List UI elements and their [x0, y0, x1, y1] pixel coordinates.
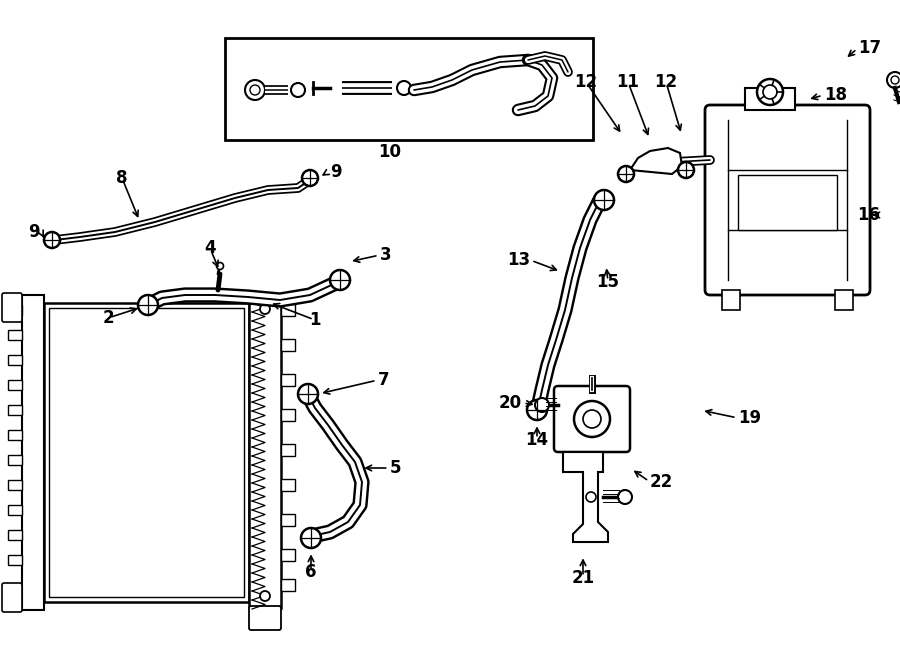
Text: 6: 6 — [305, 563, 317, 581]
Circle shape — [586, 492, 596, 502]
Circle shape — [535, 398, 549, 412]
Circle shape — [891, 76, 899, 84]
Circle shape — [594, 190, 614, 210]
Bar — [8, 480, 22, 490]
Text: 12: 12 — [654, 73, 678, 91]
Circle shape — [260, 304, 270, 314]
Text: 16: 16 — [857, 206, 880, 224]
Bar — [738, 175, 837, 230]
Text: 21: 21 — [572, 569, 595, 587]
Circle shape — [250, 85, 260, 95]
FancyBboxPatch shape — [554, 386, 630, 452]
Circle shape — [260, 591, 270, 601]
Bar — [281, 579, 295, 591]
Polygon shape — [630, 148, 682, 174]
Circle shape — [618, 166, 634, 182]
Bar — [281, 549, 295, 561]
Text: 2: 2 — [103, 309, 113, 327]
Text: 20: 20 — [499, 394, 522, 412]
Circle shape — [527, 400, 547, 420]
Text: 10: 10 — [379, 143, 401, 161]
FancyBboxPatch shape — [249, 606, 281, 630]
Bar — [8, 305, 22, 315]
Bar — [281, 444, 295, 456]
Bar — [281, 304, 295, 316]
Text: 5: 5 — [390, 459, 401, 477]
Bar — [249, 297, 281, 608]
Text: 1: 1 — [310, 311, 320, 329]
FancyBboxPatch shape — [705, 105, 870, 295]
FancyBboxPatch shape — [2, 583, 22, 612]
Text: 22: 22 — [650, 473, 673, 491]
Bar — [44, 303, 249, 602]
Text: 12: 12 — [574, 73, 598, 91]
Bar — [8, 530, 22, 540]
Circle shape — [217, 263, 223, 269]
Circle shape — [583, 410, 601, 428]
Circle shape — [574, 401, 610, 437]
Bar — [49, 308, 244, 597]
Circle shape — [763, 85, 777, 99]
Bar — [281, 374, 295, 386]
Circle shape — [302, 170, 318, 186]
Text: 13: 13 — [507, 251, 530, 269]
Circle shape — [245, 80, 265, 100]
Bar — [281, 339, 295, 351]
Bar — [8, 355, 22, 365]
Bar — [8, 505, 22, 515]
Circle shape — [678, 162, 694, 178]
Circle shape — [618, 490, 632, 504]
Text: 11: 11 — [616, 73, 640, 91]
Bar — [8, 405, 22, 415]
Circle shape — [44, 232, 60, 248]
Bar — [8, 455, 22, 465]
Bar — [8, 330, 22, 340]
Text: 9: 9 — [28, 223, 40, 241]
Bar — [281, 479, 295, 491]
Bar — [8, 430, 22, 440]
Bar — [722, 290, 740, 310]
Text: 17: 17 — [858, 39, 881, 57]
Circle shape — [298, 384, 318, 404]
Text: 18: 18 — [824, 86, 847, 104]
Bar — [225, 38, 593, 140]
Text: 7: 7 — [378, 371, 390, 389]
Text: 19: 19 — [738, 409, 761, 427]
Text: 4: 4 — [204, 239, 216, 257]
Circle shape — [291, 83, 305, 97]
Circle shape — [330, 270, 350, 290]
Text: 15: 15 — [597, 273, 619, 291]
Bar — [281, 409, 295, 421]
Bar — [8, 380, 22, 390]
Text: 9: 9 — [330, 163, 342, 181]
Bar — [281, 514, 295, 526]
Circle shape — [887, 72, 900, 88]
Bar — [745, 88, 795, 110]
Circle shape — [301, 528, 321, 548]
Polygon shape — [563, 452, 608, 542]
Text: 3: 3 — [380, 246, 392, 264]
Circle shape — [397, 81, 411, 95]
FancyBboxPatch shape — [2, 293, 22, 322]
Bar — [8, 555, 22, 565]
Text: 8: 8 — [116, 169, 128, 187]
Bar — [835, 290, 853, 310]
Bar — [22, 295, 44, 610]
Circle shape — [757, 79, 783, 105]
Circle shape — [138, 295, 158, 315]
Text: 14: 14 — [526, 431, 549, 449]
